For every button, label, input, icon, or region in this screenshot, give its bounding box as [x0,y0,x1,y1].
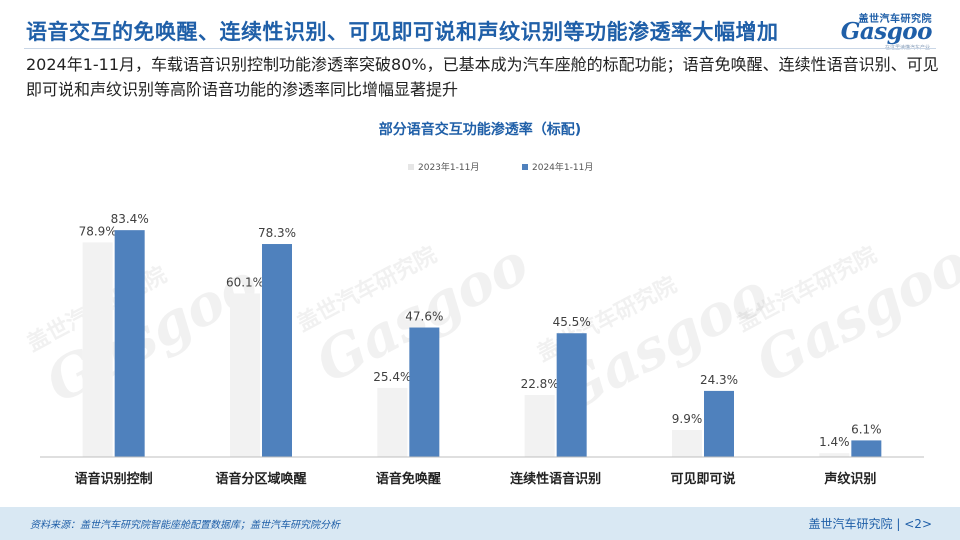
logo-brand-cn: 盖世汽车研究院 [858,14,932,25]
data-label: 78.3% [258,226,296,240]
category-label: 语音识别控制 [75,471,153,487]
category-label: 语音免唤醒 [376,471,441,487]
data-label: 47.6% [405,310,443,324]
data-label: 6.1% [851,422,882,436]
bar [524,394,555,457]
bar [851,440,882,457]
bar [672,430,702,457]
category-label: 声纹识别 [823,471,876,487]
bar [377,387,408,457]
legend-label: 2024年1-11月 [532,161,593,173]
data-label: 22.8% [521,377,559,391]
data-label: 45.5% [553,315,591,329]
chart-title: 部分语音交互功能渗透率（标配) [378,122,582,138]
footer-org: 盖世汽车研究院 [808,517,893,531]
data-label: 24.3% [700,373,738,387]
slide-subtitle: 2024年1-11月，车载语音识别控制功能渗透率突破80%，已基本成为汽车座舱的… [26,55,939,99]
title-divider [24,48,936,49]
footer-org-page: 盖世汽车研究院 | <2> [809,515,932,532]
bar [82,242,113,457]
category-label: 可见即可说 [670,471,735,487]
data-label: 9.9% [672,412,703,426]
data-label: 25.4% [373,370,411,384]
legend-swatch [522,164,528,170]
footer-bar: 资料来源：盖世汽车研究院智能座舱配置数据库；盖世汽车研究院分析 盖世汽车研究院 … [0,507,960,540]
legend-swatch [408,164,414,170]
bar [409,327,440,457]
bar [819,453,850,457]
data-label: 83.4% [111,212,149,226]
footer-separator: | [896,517,905,531]
bar [556,333,587,457]
page-number: <2> [904,517,932,531]
bar [114,230,145,457]
data-label: 1.4% [819,435,850,449]
data-label: 78.9% [79,224,117,238]
logo-brand-en: Gasgoo [840,18,933,45]
slide-title: 语音交互的免唤醒、连续性识别、可见即可说和声纹识别等功能渗透率大幅增加 [26,20,779,44]
legend-label: 2023年1-11月 [418,161,479,173]
bar [704,390,734,457]
category-label: 连续性语音识别 [510,471,601,487]
data-label: 60.1% [226,276,264,290]
footer-source: 资料来源：盖世汽车研究院智能座舱配置数据库；盖世汽车研究院分析 [30,520,340,531]
bar-chart: 2023年1-11月 2024年1-11月 78.9%83.4% 语音识别控制 60.1… [40,161,924,487]
category-label: 语音分区域唤醒 [215,471,306,487]
bar [230,293,260,457]
bar [262,244,292,457]
